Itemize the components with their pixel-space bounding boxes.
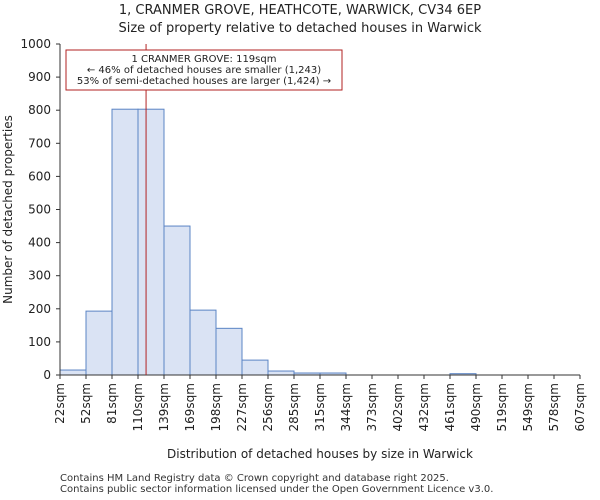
chart-title: 1, CRANMER GROVE, HEATHCOTE, WARWICK, CV… [118, 3, 482, 18]
x-axis-title: Distribution of detached houses by size … [167, 447, 473, 461]
annotation-box [65, 49, 343, 91]
x-tick-label: 256sqm [261, 383, 275, 431]
x-tick-label: 461sqm [443, 383, 457, 431]
footer-line-2: Contains public sector information licen… [60, 484, 494, 495]
histogram-bar [215, 327, 243, 376]
x-tick-label: 110sqm [131, 383, 145, 431]
chart-subtitle: Size of property relative to detached ho… [118, 21, 482, 36]
y-tick-label: 400 [28, 236, 51, 250]
x-tick-label: 432sqm [417, 383, 431, 431]
x-tick-label: 52sqm [79, 383, 93, 424]
y-tick-label: 700 [28, 136, 51, 150]
histogram-chart: 0 100 200 300 400 500 600 700 800 900 1000 22sqm 52s… [1, 37, 587, 461]
y-tick-label: 500 [28, 203, 51, 217]
x-tick-label: 402sqm [391, 383, 405, 431]
x-tick-label: 198sqm [209, 383, 223, 431]
y-axis-title: Number of detached properties [1, 115, 15, 304]
x-tick-label: 519sqm [495, 383, 509, 431]
histogram-bar [189, 309, 217, 376]
x-tick-label: 81sqm [105, 383, 119, 424]
histogram-bar [267, 370, 295, 376]
x-tick-label: 549sqm [521, 383, 535, 431]
x-tick-label: 344sqm [339, 383, 353, 431]
x-tick-label: 373sqm [365, 383, 379, 431]
annotation-line-3: 53% of semi-detached houses are larger (… [77, 76, 331, 87]
x-tick-label: 285sqm [287, 383, 301, 431]
histogram-bar [111, 108, 139, 376]
x-tick-label: 227sqm [235, 383, 249, 431]
annotation-line-1: 1 CRANMER GROVE: 119sqm [132, 54, 277, 65]
x-tick-label: 607sqm [573, 383, 587, 431]
x-tick-label: 578sqm [547, 383, 561, 431]
histogram-bar [137, 108, 165, 376]
y-tick-label: 300 [28, 269, 51, 283]
y-tick-label: 0 [43, 368, 51, 382]
x-tick-label: 139sqm [157, 383, 171, 431]
histogram-bar [85, 310, 113, 376]
footer-line-1: Contains HM Land Registry data © Crown c… [60, 473, 449, 484]
histogram-bar [163, 225, 191, 376]
y-tick-label: 200 [28, 302, 51, 316]
x-tick-label: 22sqm [53, 383, 67, 424]
y-tick-label: 1000 [20, 37, 51, 51]
annotation-line-2: ← 46% of detached houses are smaller (1,… [87, 65, 321, 76]
y-tick-label: 800 [28, 103, 51, 117]
y-tick-label: 900 [28, 70, 51, 84]
histogram-bar [59, 369, 87, 376]
histogram-bar [241, 359, 269, 376]
y-tick-label: 100 [28, 335, 51, 349]
x-tick-label: 315sqm [313, 383, 327, 431]
x-tick-label: 490sqm [469, 383, 483, 431]
x-tick-label: 169sqm [183, 383, 197, 431]
y-tick-label: 600 [28, 169, 51, 183]
